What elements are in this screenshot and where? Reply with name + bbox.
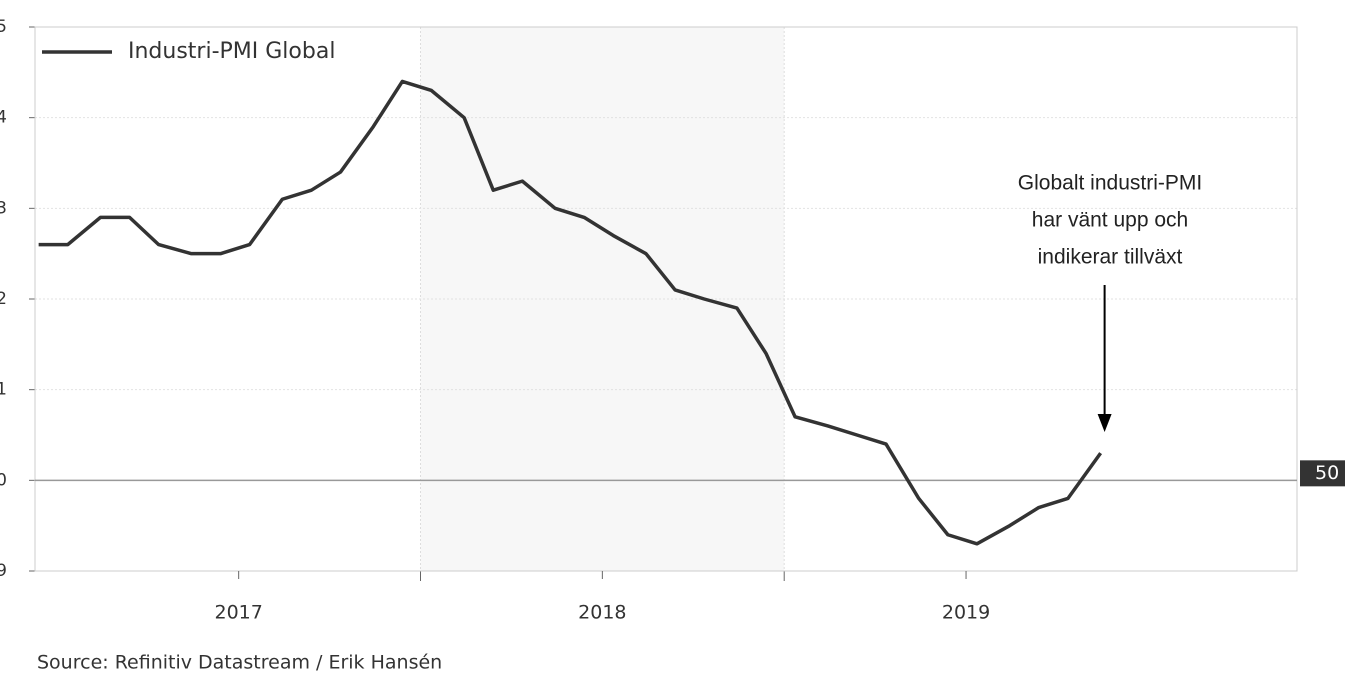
- y-tick-label: 50: [0, 470, 7, 490]
- y-tick-label: 53: [0, 198, 7, 218]
- y-tick-label: 55: [0, 17, 7, 37]
- y-tick-label: 54: [0, 108, 7, 128]
- annotation-text: har vänt upp och: [1032, 209, 1188, 232]
- annotation-text: Globalt industri-PMI: [1018, 172, 1202, 195]
- reference-label: 50: [1315, 462, 1339, 484]
- source-text: Source: Refinitiv Datastream / Erik Hans…: [37, 652, 442, 674]
- plot-frame: [34, 26, 1298, 572]
- annotation-text: indikerar tillväxt: [1038, 246, 1183, 269]
- x-tick-label: 2017: [214, 602, 262, 624]
- x-tick-label: 2019: [942, 602, 990, 624]
- y-tick-label: 49: [0, 561, 7, 581]
- series-line: [38, 79, 1103, 546]
- y-tick-label: 51: [0, 380, 7, 400]
- legend-label: Industri-PMI Global: [128, 39, 335, 64]
- annotation-arrowhead: [1097, 414, 1112, 432]
- reference-label-box: [1300, 460, 1345, 487]
- x-tick-label: 2018: [578, 602, 626, 624]
- y-tick-label: 52: [0, 289, 7, 309]
